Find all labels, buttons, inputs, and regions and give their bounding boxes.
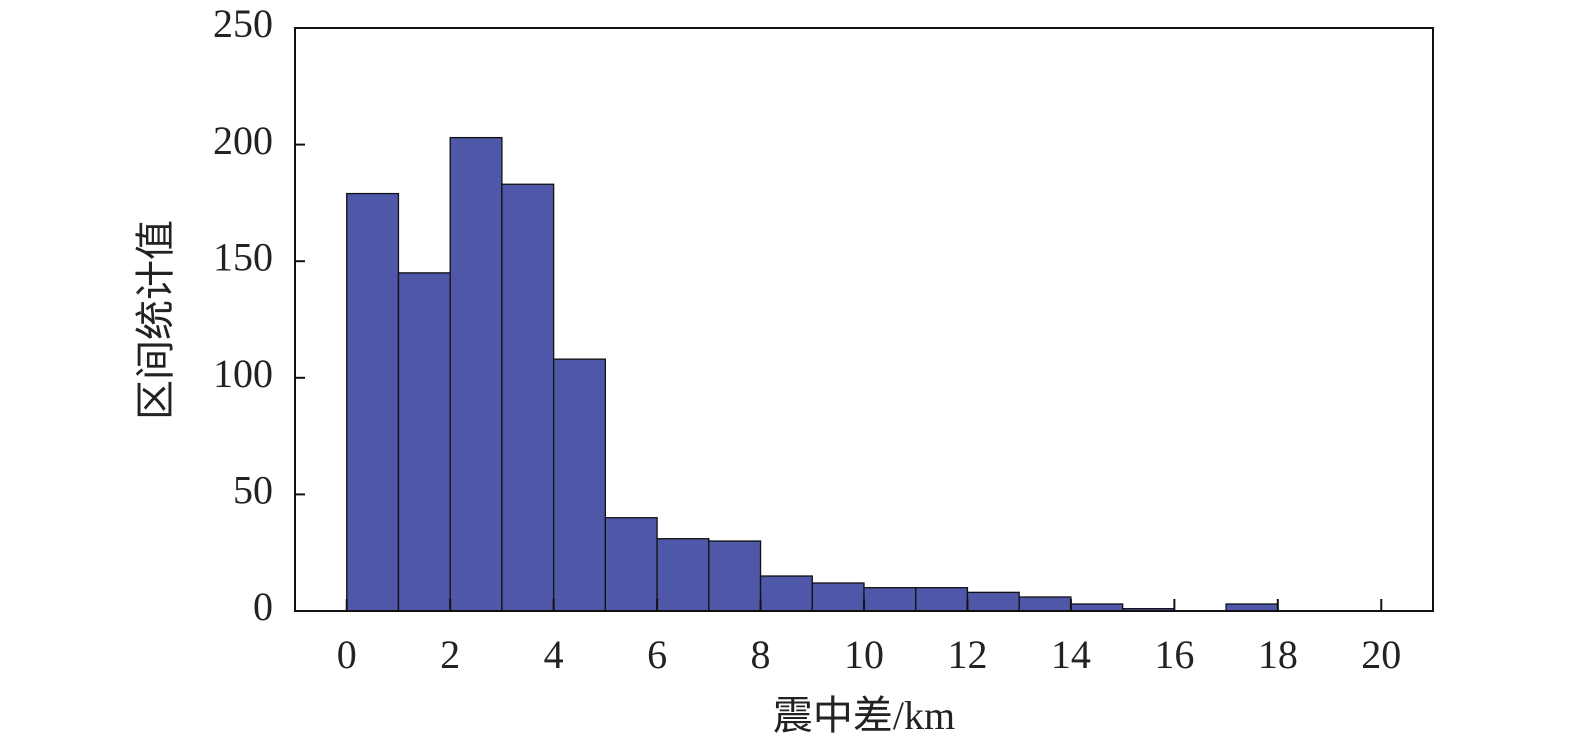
y-axis-label: 区间统计值 <box>133 220 178 420</box>
bar <box>966 591 1020 612</box>
bar <box>811 582 865 612</box>
y-tick-label: 200 <box>213 118 273 163</box>
x-tick-label: 2 <box>440 632 460 677</box>
bar <box>915 587 969 612</box>
x-tick-label: 16 <box>1154 632 1194 677</box>
y-tick-label: 50 <box>233 468 273 513</box>
bar <box>501 183 555 612</box>
y-tick-label: 100 <box>213 351 273 396</box>
bar <box>397 272 451 612</box>
y-tick-label: 0 <box>253 584 273 629</box>
x-tick-label: 18 <box>1258 632 1298 677</box>
y-tick-label: 250 <box>213 1 273 46</box>
x-tick-label: 20 <box>1361 632 1401 677</box>
bar <box>346 192 400 612</box>
x-tick-label: 10 <box>844 632 884 677</box>
x-axis-label: 震中差/km <box>773 693 955 738</box>
x-tick-label: 6 <box>647 632 667 677</box>
y-tick-label: 150 <box>213 234 273 279</box>
bar <box>449 136 503 612</box>
bar <box>552 358 607 612</box>
bar <box>1018 596 1072 612</box>
bar <box>863 587 917 612</box>
bar <box>1225 603 1279 612</box>
bar <box>708 540 762 612</box>
bar <box>604 517 658 612</box>
x-tick-label: 14 <box>1051 632 1091 677</box>
x-tick-label: 12 <box>947 632 987 677</box>
bar <box>656 538 710 612</box>
x-tick-label: 4 <box>544 632 564 677</box>
bar <box>1070 603 1124 612</box>
x-tick-label: 0 <box>337 632 357 677</box>
bar <box>759 575 813 612</box>
x-tick-label: 8 <box>751 632 771 677</box>
